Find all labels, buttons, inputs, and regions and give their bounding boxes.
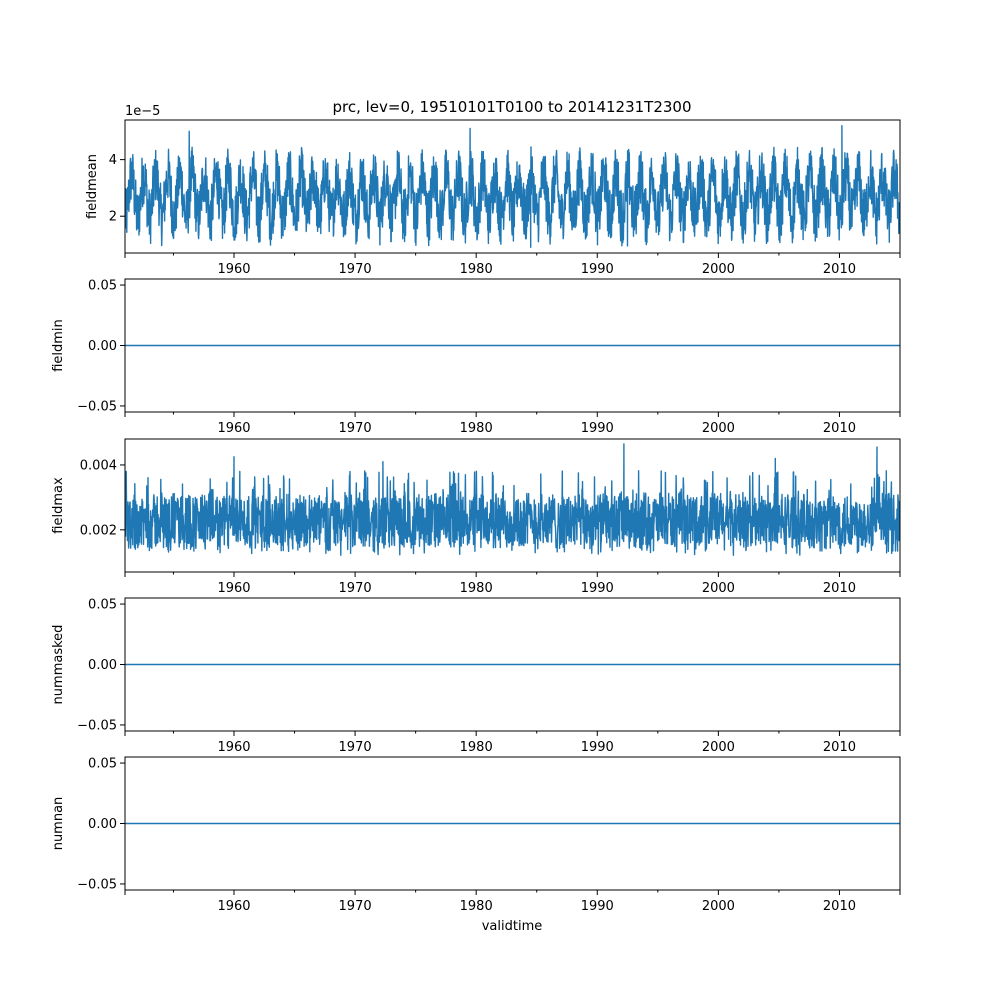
fieldmin-x-tick-label: 1960: [217, 421, 250, 436]
numnan-x-tick-label: 1960: [217, 899, 250, 914]
numnan-y-tick-label: 0.00: [88, 817, 117, 832]
numnan-x-tick-label: 2000: [702, 899, 735, 914]
x-axis-label: validtime: [482, 919, 543, 934]
fieldmin-y-tick-label: 0.00: [88, 339, 117, 354]
subplot-fieldmean: 1960 1970 1980 1990 2000 2010 2 4 fieldmean 1e−5: [85, 104, 901, 277]
subplot-fieldmax: 1960 1970 1980 1990 2000 2010 0.002 0.004 fieldm…: [51, 438, 901, 596]
fieldmin-y-axis-label: fieldmin: [51, 319, 66, 372]
fieldmean-y-tick-label: 2: [109, 210, 117, 225]
fieldmean-x-tick-label: 1970: [339, 262, 372, 277]
nummasked-x-tick-label: 1960: [217, 740, 250, 755]
fieldmin-x-tick-label: 1980: [460, 421, 493, 436]
fieldmax-x-tick-label: 1960: [217, 581, 250, 596]
fieldmax-x-tick-label: 2000: [702, 581, 735, 596]
fieldmean-y-tick-label: 4: [109, 153, 117, 168]
fieldmax-x-tick-label: 1980: [460, 581, 493, 596]
fieldmean-y-axis-label: fieldmean: [85, 154, 100, 219]
fieldmin-x-tick-label: 1990: [581, 421, 614, 436]
nummasked-x-tick-label: 1970: [339, 740, 372, 755]
numnan-y-axis-label: numnan: [51, 797, 66, 851]
fieldmax-y-axis-label: fieldmax: [51, 477, 66, 534]
numnan-x-tick-label: 2010: [823, 899, 856, 914]
nummasked-x-tick-label: 2010: [823, 740, 856, 755]
fieldmin-y-tick-label: −0.05: [77, 399, 117, 414]
fieldmax-y-tick-label: 0.004: [80, 458, 117, 473]
nummasked-x-tick-label: 1990: [581, 740, 614, 755]
numnan-x-tick-label: 1980: [460, 899, 493, 914]
fieldmin-x-tick-label: 2010: [823, 421, 856, 436]
fieldmax-x-tick-label: 2010: [823, 581, 856, 596]
nummasked-y-tick-label: 0.05: [88, 598, 117, 613]
subplot-nummasked: 1960 1970 1980 1990 2000 2010 −0.05 0.00 0.05 num…: [51, 597, 901, 755]
fieldmean-axes-frame: [124, 119, 901, 254]
nummasked-x-tick-label: 1980: [460, 740, 493, 755]
fieldmean-x-tick-label: 1990: [581, 262, 614, 277]
numnan-y-tick-label: −0.05: [77, 877, 117, 892]
nummasked-y-axis-label: nummasked: [51, 625, 66, 705]
nummasked-x-tick-label: 2000: [702, 740, 735, 755]
subplot-numnan: 1960 1970 1980 1990 2000 2010 −0.05 0.00 0.05 num…: [51, 756, 901, 914]
fieldmax-y-tick-label: 0.002: [80, 523, 117, 538]
fieldmean-x-tick-label: 2000: [702, 262, 735, 277]
fieldmax-x-tick-label: 1970: [339, 581, 372, 596]
numnan-y-tick-label: 0.05: [88, 757, 117, 772]
fieldmin-x-tick-label: 2000: [702, 421, 735, 436]
numnan-x-tick-label: 1990: [581, 899, 614, 914]
y-offset-label: 1e−5: [125, 104, 160, 119]
fieldmean-x-tick-label: 1980: [460, 262, 493, 277]
fieldmin-x-tick-label: 1970: [339, 421, 372, 436]
fieldmax-series-line: [125, 443, 900, 556]
numnan-x-tick-label: 1970: [339, 899, 372, 914]
fieldmin-y-tick-label: 0.05: [88, 279, 117, 294]
nummasked-y-tick-label: −0.05: [77, 718, 117, 733]
fieldmean-x-tick-label: 1960: [217, 262, 250, 277]
fieldmax-x-tick-label: 1990: [581, 581, 614, 596]
subplot-fieldmin: 1960 1970 1980 1990 2000 2010 −0.05 0.00 0.05 fie…: [51, 278, 901, 436]
figure-title: prc, lev=0, 19510101T0100 to 20141231T23…: [332, 98, 691, 116]
nummasked-y-tick-label: 0.00: [88, 658, 117, 673]
fieldmean-series-line: [125, 125, 900, 248]
fieldmax-axes-frame: [124, 438, 901, 573]
subplots: 1960 1970 1980 1990 2000 201024fieldmean1e−51…: [51, 104, 901, 914]
fieldmean-x-tick-label: 2010: [823, 262, 856, 277]
